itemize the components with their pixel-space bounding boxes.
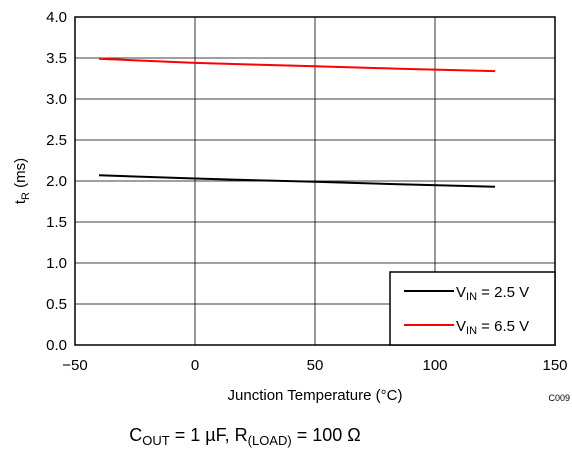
caption-c-mid: = 1 µF, R [170, 425, 248, 445]
y-tick-label: 2.0 [46, 173, 67, 190]
x-axis-label: Junction Temperature (°C) [228, 387, 403, 404]
x-tick-labels: −50 0 50 100 150 [62, 357, 567, 374]
y-tick-label: 3.0 [46, 91, 67, 108]
series-line-vin-2-5 [98, 174, 496, 188]
figure-code: C009 [548, 393, 570, 403]
x-tick-label: 50 [307, 357, 324, 374]
x-tick-label: 0 [191, 357, 199, 374]
legend-entry-main: V [456, 284, 466, 301]
y-tick-label: 0.5 [46, 296, 67, 313]
y-axis-label: tR (ms) [12, 158, 32, 204]
y-tick-label: 2.5 [46, 132, 67, 149]
conditions-caption: COUT = 1 µF, R(LOAD) = 100 Ω [129, 425, 360, 448]
y-axis-label-unit: (ms) [12, 158, 29, 192]
legend: VIN = 2.5 V VIN = 6.5 V [389, 271, 556, 346]
legend-entry-sub: IN [466, 325, 477, 337]
caption-r-rest: = 100 Ω [292, 425, 361, 445]
y-tick-label: 3.5 [46, 50, 67, 67]
grid-lines [75, 17, 555, 345]
legend-entry-vin-2-5: VIN = 2.5 V [456, 284, 529, 303]
y-tick-labels: 0.0 0.5 1.0 1.5 2.0 2.5 3.0 3.5 4.0 [46, 9, 67, 354]
y-tick-label: 1.5 [46, 214, 67, 231]
y-tick-label: 0.0 [46, 337, 67, 354]
x-tick-label: 100 [422, 357, 447, 374]
y-tick-label: 1.0 [46, 255, 67, 272]
y-tick-label: 4.0 [46, 9, 67, 26]
legend-box [389, 271, 556, 346]
legend-entry-main: V [456, 318, 466, 335]
y-axis-label-sub: R [20, 192, 32, 200]
caption-r-sub: (LOAD) [248, 433, 292, 448]
x-tick-label: 150 [542, 357, 567, 374]
series-group [98, 57, 496, 188]
plot-area [74, 16, 556, 346]
legend-entry-sub: IN [466, 291, 477, 303]
y-axis-label-main: t [12, 199, 29, 204]
x-tick-label: −50 [62, 357, 87, 374]
caption-c-sub: OUT [142, 433, 170, 448]
series-line-vin-6-5 [98, 57, 496, 73]
caption-c-main: C [129, 425, 142, 445]
legend-entry-rest: = 6.5 V [477, 318, 529, 335]
legend-entry-rest: = 2.5 V [477, 284, 529, 301]
legend-entry-vin-6-5: VIN = 6.5 V [456, 318, 529, 337]
